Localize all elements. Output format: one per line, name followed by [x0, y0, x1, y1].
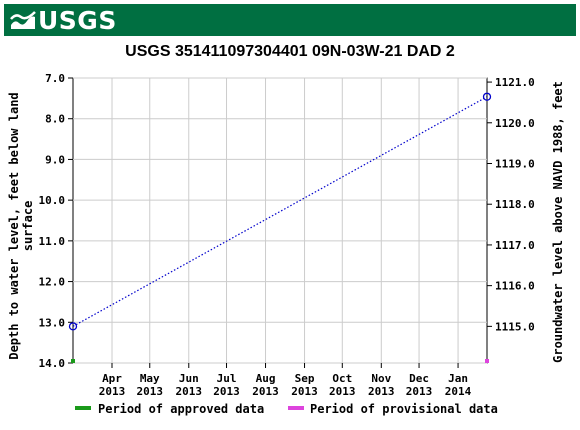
left-tick-label: 14.0 [39, 357, 66, 370]
x-tick-label-month: Nov [371, 372, 391, 385]
left-tick-label: 13.0 [39, 316, 66, 329]
legend-swatch-approved [75, 406, 91, 410]
x-tick-label-month: May [140, 372, 160, 385]
x-tick-label-month: Oct [332, 372, 352, 385]
data-point [68, 322, 78, 331]
grid-lines [73, 77, 487, 364]
x-tick-label-month: Dec [409, 372, 429, 385]
approval-bar-provisional [485, 359, 489, 363]
x-tick-label-year: 2014 [445, 385, 472, 398]
left-tick-label: 12.0 [39, 276, 66, 289]
x-tick-label-year: 2013 [291, 385, 318, 398]
right-axis: 1115.0 1116.0 1117.0 1118.0 1119.0 1120.0 1121… [487, 76, 535, 333]
right-tick-label: 1120.0 [495, 117, 535, 130]
approval-bar-approved [71, 359, 75, 363]
left-tick-label: 11.0 [39, 235, 66, 248]
y-axis-left-label-line2: surface [21, 201, 35, 252]
right-tick-label: 1117.0 [495, 239, 535, 252]
x-tick-label-month: Sep [295, 372, 315, 385]
data-point [482, 92, 492, 101]
x-tick-label-year: 2013 [406, 385, 433, 398]
legend-swatch-provisional [288, 406, 304, 410]
right-tick-label: 1116.0 [495, 280, 535, 293]
x-axis: Apr2013May2013Jun2013Jul2013Aug2013Sep20… [99, 363, 472, 398]
legend: Period of approved data Period of provis… [75, 402, 498, 416]
approval-bars [71, 359, 489, 363]
x-tick-label-month: Jun [179, 372, 199, 385]
y-axis-right-label: Groundwater level above NAVD 1988, feet [551, 81, 565, 363]
left-tick-label: 7.0 [45, 72, 65, 85]
x-tick-label-year: 2013 [252, 385, 279, 398]
chart-title: USGS 351411097304401 09N-03W-21 DAD 2 [125, 43, 455, 60]
left-axis: 7.0 8.0 9.0 10.0 11.0 12.0 13.0 14.0 [39, 72, 73, 370]
right-tick-label: 1115.0 [495, 320, 535, 333]
right-tick-label: 1119.0 [495, 158, 535, 171]
right-tick-label: 1118.0 [495, 198, 535, 211]
x-tick-label-year: 2013 [137, 385, 164, 398]
plot-area [72, 77, 488, 364]
left-tick-label: 8.0 [45, 113, 65, 126]
right-tick-label: 1121.0 [495, 76, 535, 89]
y-axis-left-label: Depth to water level, feet below land [7, 92, 21, 359]
left-tick-label: 9.0 [45, 153, 65, 166]
x-tick-label-year: 2013 [99, 385, 126, 398]
x-tick-label-year: 2013 [329, 385, 356, 398]
legend-label-approved: Period of approved data [98, 402, 264, 416]
usgs-logo-text: USGS [38, 6, 117, 35]
x-tick-label-month: Jan [448, 372, 468, 385]
series-layer [68, 92, 492, 331]
usgs-logo-wave-icon [10, 11, 36, 29]
x-tick-label-year: 2013 [368, 385, 395, 398]
x-tick-label-month: Apr [102, 372, 122, 385]
left-tick-label: 10.0 [39, 194, 66, 207]
x-tick-label-year: 2013 [213, 385, 240, 398]
legend-label-provisional: Period of provisional data [310, 402, 498, 416]
x-tick-label-month: Aug [256, 372, 276, 385]
usgs-banner: USGS [4, 4, 576, 36]
x-tick-label-month: Jul [217, 372, 237, 385]
x-tick-label-year: 2013 [176, 385, 203, 398]
